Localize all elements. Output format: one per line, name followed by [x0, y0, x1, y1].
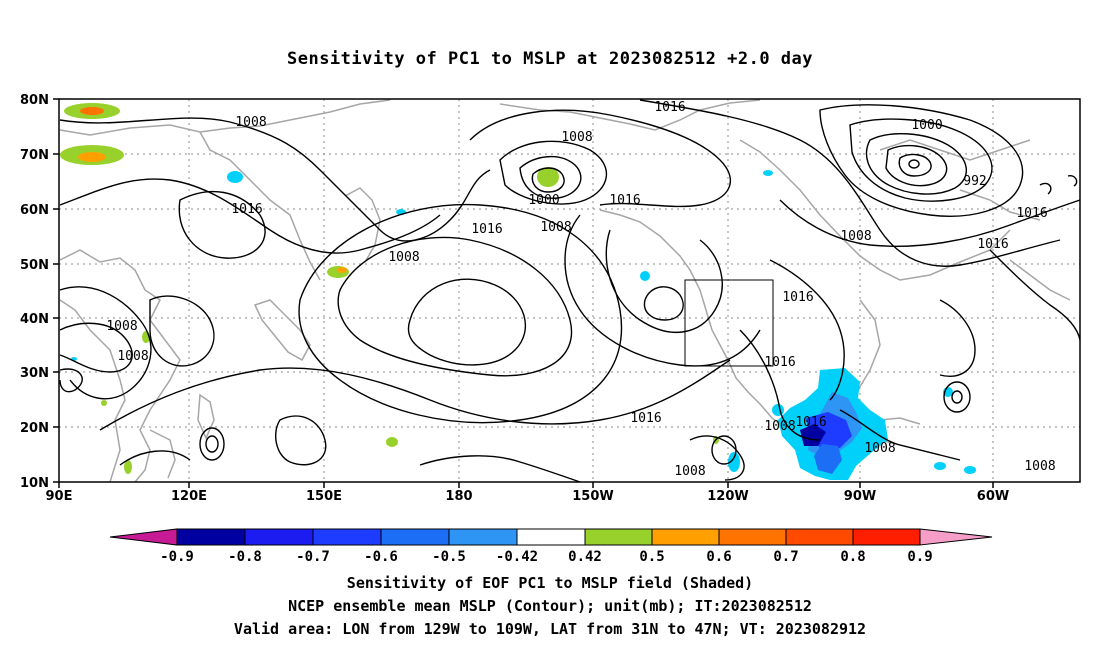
mslp-contours [59, 99, 1081, 483]
contour-label: 1008 [1024, 459, 1055, 474]
lat-label: 10N [20, 476, 49, 491]
lat-label: 60N [20, 203, 49, 218]
contour-label: 1016 [231, 202, 262, 217]
caption-line-3: Valid area: LON from 129W to 109W, LAT f… [233, 620, 867, 638]
valid-area-box [684, 279, 774, 367]
longitude-labels: 90E 120E 150E 180 150W 120W 90W 60W [46, 489, 1010, 504]
contour-label: 1016 [795, 415, 826, 430]
colorbar-label: -0.9 [160, 549, 194, 565]
contour-label: 1008 [764, 419, 795, 434]
contour-label: 1008 [864, 441, 895, 456]
colorbar-segment [448, 528, 518, 546]
contour-label: 1008 [117, 349, 148, 364]
lat-label: 70N [20, 148, 49, 163]
colorbar-labels: -0.9 -0.8 -0.7 -0.6 -0.5 -0.42 0.42 0.5 … [160, 549, 933, 565]
map-title: Sensitivity of PC1 to MSLP at 2023082512… [286, 49, 813, 69]
lon-label: 90E [46, 489, 73, 504]
colorbar-label: 0.5 [639, 549, 664, 565]
contour-label: 1008 [388, 250, 419, 265]
contour-label: 1016 [630, 411, 661, 426]
lon-label: 120W [707, 489, 748, 504]
contour-label: 1016 [764, 355, 795, 370]
contour-label: 992 [963, 174, 986, 189]
colorbar-segment [380, 528, 450, 546]
contour-label: 1000 [911, 118, 942, 133]
lon-label: 120E [171, 489, 207, 504]
contour-label: 1008 [674, 464, 705, 479]
contour-label: 1016 [654, 100, 685, 115]
colorbar-label: -0.7 [296, 549, 330, 565]
colorbar-label: -0.5 [432, 549, 466, 565]
colorbar [109, 528, 993, 546]
colorbar-segment [244, 528, 314, 546]
colorbar-label: 0.9 [907, 549, 932, 565]
lon-label: 150E [306, 489, 342, 504]
map-border [58, 98, 1081, 483]
colorbar-label: 0.7 [773, 549, 798, 565]
contour-label: 1008 [106, 319, 137, 334]
latitude-labels: 80N 70N 60N 50N 40N 30N 20N 10N [20, 93, 49, 491]
lat-label: 30N [20, 366, 49, 381]
contour-label: 1016 [1016, 206, 1047, 221]
colorbar-segment [584, 528, 653, 546]
lat-label: 50N [20, 258, 49, 273]
contour-label: 1008 [540, 220, 571, 235]
colorbar-label: -0.42 [496, 549, 538, 565]
colorbar-segment [516, 528, 586, 546]
lon-label: 90W [844, 489, 876, 504]
colorbar-segment [785, 528, 854, 546]
colorbar-label: -0.6 [364, 549, 398, 565]
colorbar-segment [312, 528, 382, 546]
lon-label: 150W [572, 489, 613, 504]
colorbar-segment [651, 528, 720, 546]
colorbar-label: 0.6 [706, 549, 731, 565]
colorbar-label: 0.42 [568, 549, 602, 565]
contour-label: 1016 [609, 193, 640, 208]
colorbar-segment [109, 528, 178, 546]
colorbar-segment [919, 528, 993, 546]
contour-label: 1016 [782, 290, 813, 305]
axis-ticks [53, 98, 994, 488]
contour-label: 1008 [561, 130, 592, 145]
caption-line-1: Sensitivity of EOF PC1 to MSLP field (Sh… [346, 574, 754, 592]
colorbar-segment [718, 528, 787, 546]
colorbar-label: -0.8 [228, 549, 262, 565]
colorbar-segment [176, 528, 246, 546]
contour-label: 1008 [840, 229, 871, 244]
contour-label: 1008 [235, 115, 266, 130]
contour-label: 1016 [977, 237, 1008, 252]
lat-label: 80N [20, 93, 49, 108]
lat-label: 20N [20, 421, 49, 436]
lat-label: 40N [20, 312, 49, 327]
colorbar-segment [852, 528, 921, 546]
colorbar-label: 0.8 [840, 549, 865, 565]
contour-label: 1016 [471, 222, 502, 237]
lon-label: 180 [445, 489, 472, 504]
lon-label: 60W [977, 489, 1009, 504]
contour-labels: 1016 1008 1008 1016 1008 1000 1008 1016 … [106, 100, 1055, 479]
caption-line-2: NCEP ensemble mean MSLP (Contour); unit(… [288, 597, 812, 615]
contour-label: 1000 [528, 193, 559, 208]
